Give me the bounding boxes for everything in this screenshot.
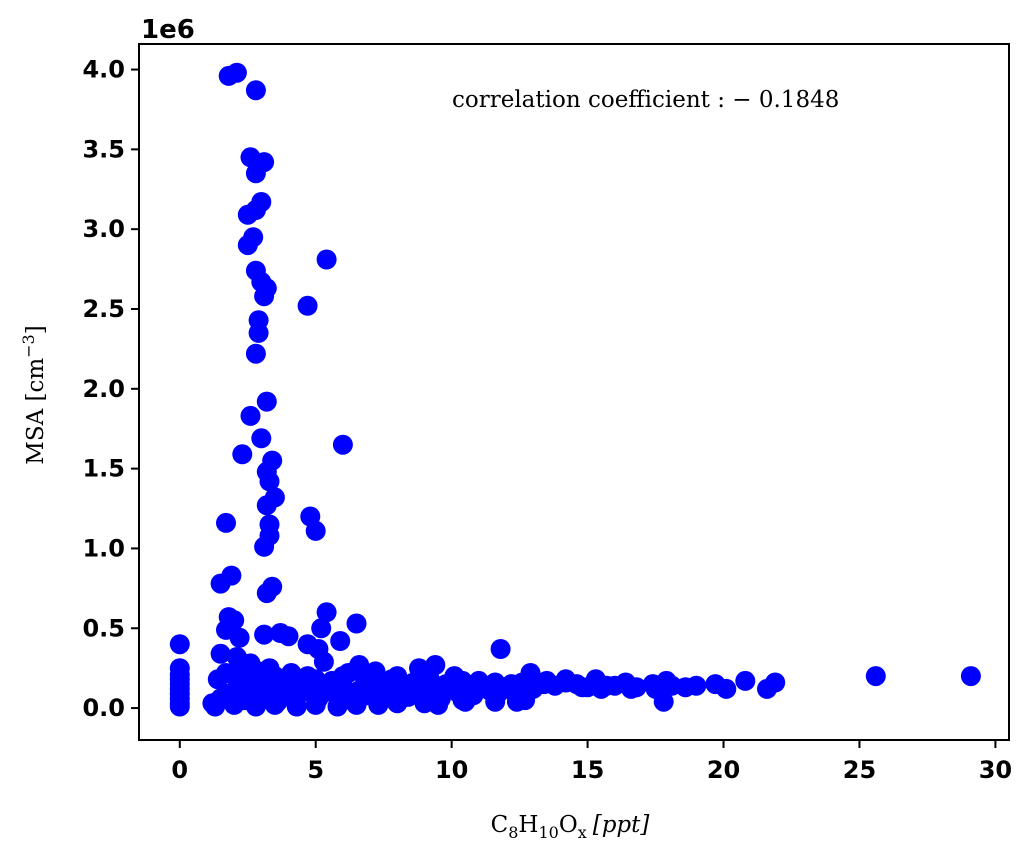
data-point — [452, 670, 473, 691]
x-tick-label: 30 — [979, 756, 1012, 784]
data-point — [468, 675, 489, 696]
data-point — [264, 694, 285, 715]
data-point — [254, 286, 275, 307]
data-point — [322, 670, 342, 691]
points-layer — [169, 62, 981, 717]
y-tick-label: 3.0 — [82, 215, 125, 243]
data-point — [240, 405, 261, 426]
data-point — [332, 434, 353, 455]
data-point — [224, 694, 245, 715]
data-point — [387, 666, 408, 687]
data-point — [490, 639, 511, 659]
data-point — [316, 602, 337, 623]
data-point — [210, 573, 231, 594]
data-point — [169, 634, 190, 655]
data-point — [960, 666, 981, 687]
data-point — [237, 204, 258, 225]
data-point — [286, 696, 307, 717]
data-point — [313, 651, 334, 672]
data-point — [330, 631, 351, 651]
data-point — [205, 696, 226, 717]
data-point — [572, 677, 593, 698]
data-point — [245, 343, 266, 364]
data-point — [515, 690, 536, 711]
data-point — [256, 391, 277, 412]
data-point — [305, 694, 326, 715]
data-point — [501, 674, 522, 695]
data-point — [686, 675, 707, 696]
data-point — [716, 678, 737, 699]
y-tick-label: 1.0 — [82, 534, 125, 562]
data-point — [338, 663, 359, 683]
data-point — [305, 520, 326, 541]
data-point — [229, 627, 250, 648]
data-point — [485, 672, 506, 693]
data-point — [259, 471, 280, 492]
data-point — [248, 322, 269, 343]
y-axis-ticks: 0.0 0.5 1.0 1.5 2.0 2.5 3.0 3.5 4.0 — [82, 56, 139, 722]
data-point — [278, 626, 299, 647]
data-point — [455, 691, 476, 712]
y-tick-label: 0.5 — [82, 614, 125, 642]
correlation-annotation: correlation coefficient : − 0.1848 — [452, 87, 839, 113]
data-point — [626, 677, 647, 698]
data-point — [254, 536, 275, 557]
data-point — [428, 694, 449, 715]
data-point — [237, 235, 258, 256]
y-tick-label: 4.0 — [82, 56, 125, 84]
y-tick-label: 0.0 — [82, 694, 125, 722]
data-point — [419, 669, 440, 690]
data-point — [226, 62, 247, 83]
data-point — [436, 674, 457, 695]
data-point — [245, 163, 266, 184]
data-point — [865, 666, 886, 687]
data-point — [297, 295, 318, 316]
y-tick-label: 2.0 — [82, 375, 125, 403]
x-tick-label: 20 — [707, 756, 740, 784]
data-point — [251, 428, 272, 449]
x-axis-ticks: 0 5 10 15 20 25 30 — [171, 740, 1012, 784]
y-axis-title: MSA [cm−3] — [19, 325, 49, 464]
data-point — [604, 675, 625, 696]
data-point — [368, 694, 389, 715]
x-tick-label: 0 — [171, 756, 188, 784]
x-tick-label: 10 — [435, 756, 468, 784]
y-scale-label: 1e6 — [141, 15, 195, 45]
data-point — [765, 672, 786, 693]
data-point — [245, 696, 266, 717]
data-point — [232, 444, 253, 465]
data-point — [216, 512, 236, 533]
data-point — [387, 693, 408, 714]
data-point — [735, 670, 756, 691]
plot-frame — [138, 43, 1010, 741]
data-point — [327, 696, 348, 717]
data-point — [245, 80, 266, 101]
x-tick-label: 5 — [307, 756, 324, 784]
data-point — [256, 583, 277, 604]
y-tick-label: 2.5 — [82, 295, 125, 323]
data-point — [210, 643, 231, 664]
x-axis-title: C8H10Ox [ppt] — [491, 812, 650, 842]
data-point — [316, 249, 337, 270]
data-point — [346, 613, 367, 634]
data-point — [256, 495, 277, 516]
data-point — [371, 670, 391, 691]
y-tick-label: 1.5 — [82, 455, 125, 483]
x-tick-label: 15 — [571, 756, 604, 784]
data-point — [346, 694, 367, 715]
y-tick-label: 3.5 — [82, 135, 125, 163]
data-point — [305, 669, 326, 690]
data-point — [311, 618, 332, 639]
data-point — [354, 667, 375, 688]
data-point — [403, 672, 424, 693]
data-point — [254, 624, 275, 645]
data-point — [169, 696, 190, 717]
data-point — [645, 678, 666, 699]
x-tick-label: 25 — [843, 756, 876, 784]
